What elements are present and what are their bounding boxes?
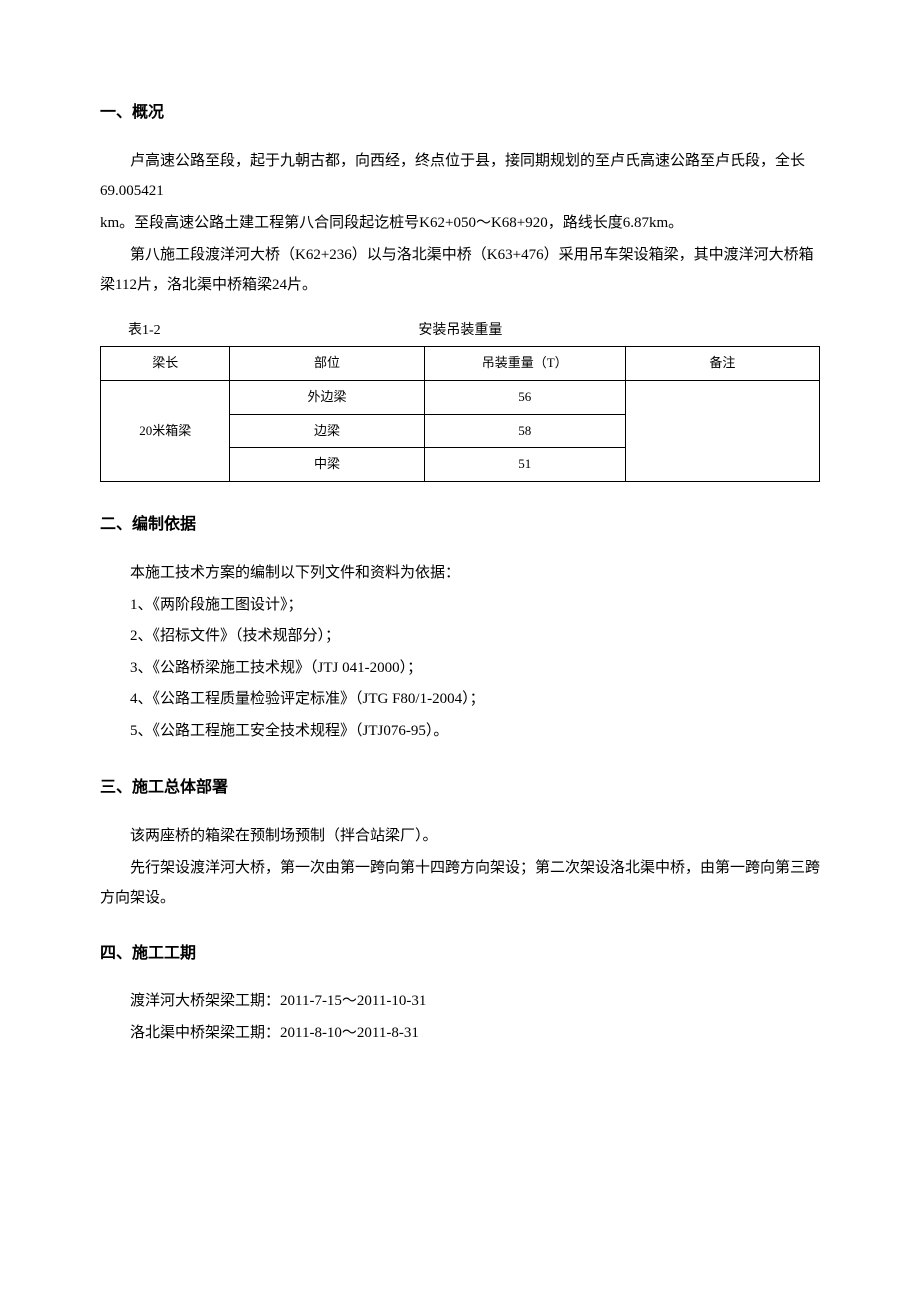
list-item: 5、《公路工程施工安全技术规程》（JTJ076-95）。 — [100, 716, 820, 748]
td-remark — [625, 380, 819, 481]
table-row: 20米箱梁 外边梁 56 — [101, 380, 820, 414]
table-title: 安装吊装重量 — [101, 320, 820, 342]
section4-p2: 洛北渠中桥架梁工期：2011-8-10～2011-8-31 — [100, 1018, 820, 1048]
th-beam-length: 梁长 — [101, 346, 230, 380]
th-weight: 吊装重量（T） — [424, 346, 625, 380]
list-item: 1、《两阶段施工图设计》； — [100, 590, 820, 622]
list-item: 3、《公路桥梁施工技术规》（JTJ 041-2000）； — [100, 653, 820, 685]
section4-heading: 四、施工工期 — [100, 941, 820, 967]
th-position: 部位 — [230, 346, 424, 380]
td-position: 中梁 — [230, 448, 424, 482]
section2-heading: 二、编制依据 — [100, 512, 820, 538]
table-header-row: 梁长 部位 吊装重量（T） 备注 — [101, 346, 820, 380]
td-weight: 58 — [424, 414, 625, 448]
section3-p2: 先行架设渡洋河大桥，第一次由第一跨向第十四跨方向架设；第二次架设洛北渠中桥，由第… — [100, 853, 820, 913]
section2-intro: 本施工技术方案的编制以下列文件和资料为依据： — [100, 558, 820, 588]
th-remark: 备注 — [625, 346, 819, 380]
td-weight: 51 — [424, 448, 625, 482]
td-weight: 56 — [424, 380, 625, 414]
list-item: 2、《招标文件》（技术规部分）； — [100, 621, 820, 653]
section1-p2: km。至段高速公路土建工程第八合同段起讫桩号K62+050～K68+920，路线… — [100, 208, 820, 238]
table-caption: 表1-2 安装吊装重量 — [100, 320, 820, 342]
weight-table: 梁长 部位 吊装重量（T） 备注 20米箱梁 外边梁 56 边梁 58 中梁 5… — [100, 346, 820, 482]
section1-heading: 一、概况 — [100, 100, 820, 126]
td-position: 边梁 — [230, 414, 424, 448]
section4-p1: 渡洋河大桥架梁工期：2011-7-15～2011-10-31 — [100, 986, 820, 1016]
td-beam-length: 20米箱梁 — [101, 380, 230, 481]
section3-p1: 该两座桥的箱梁在预制场预制（拌合站梁厂）。 — [100, 821, 820, 851]
section1-p1: 卢高速公路至段，起于九朝古都，向西经，终点位于县，接同期规划的至卢氏高速公路至卢… — [100, 146, 820, 206]
section1-p3: 第八施工段渡洋河大桥（K62+236）以与洛北渠中桥（K63+476）采用吊车架… — [100, 240, 820, 300]
list-item: 4、《公路工程质量检验评定标准》（JTG F80/1-2004）； — [100, 684, 820, 716]
td-position: 外边梁 — [230, 380, 424, 414]
section3-heading: 三、施工总体部署 — [100, 775, 820, 801]
